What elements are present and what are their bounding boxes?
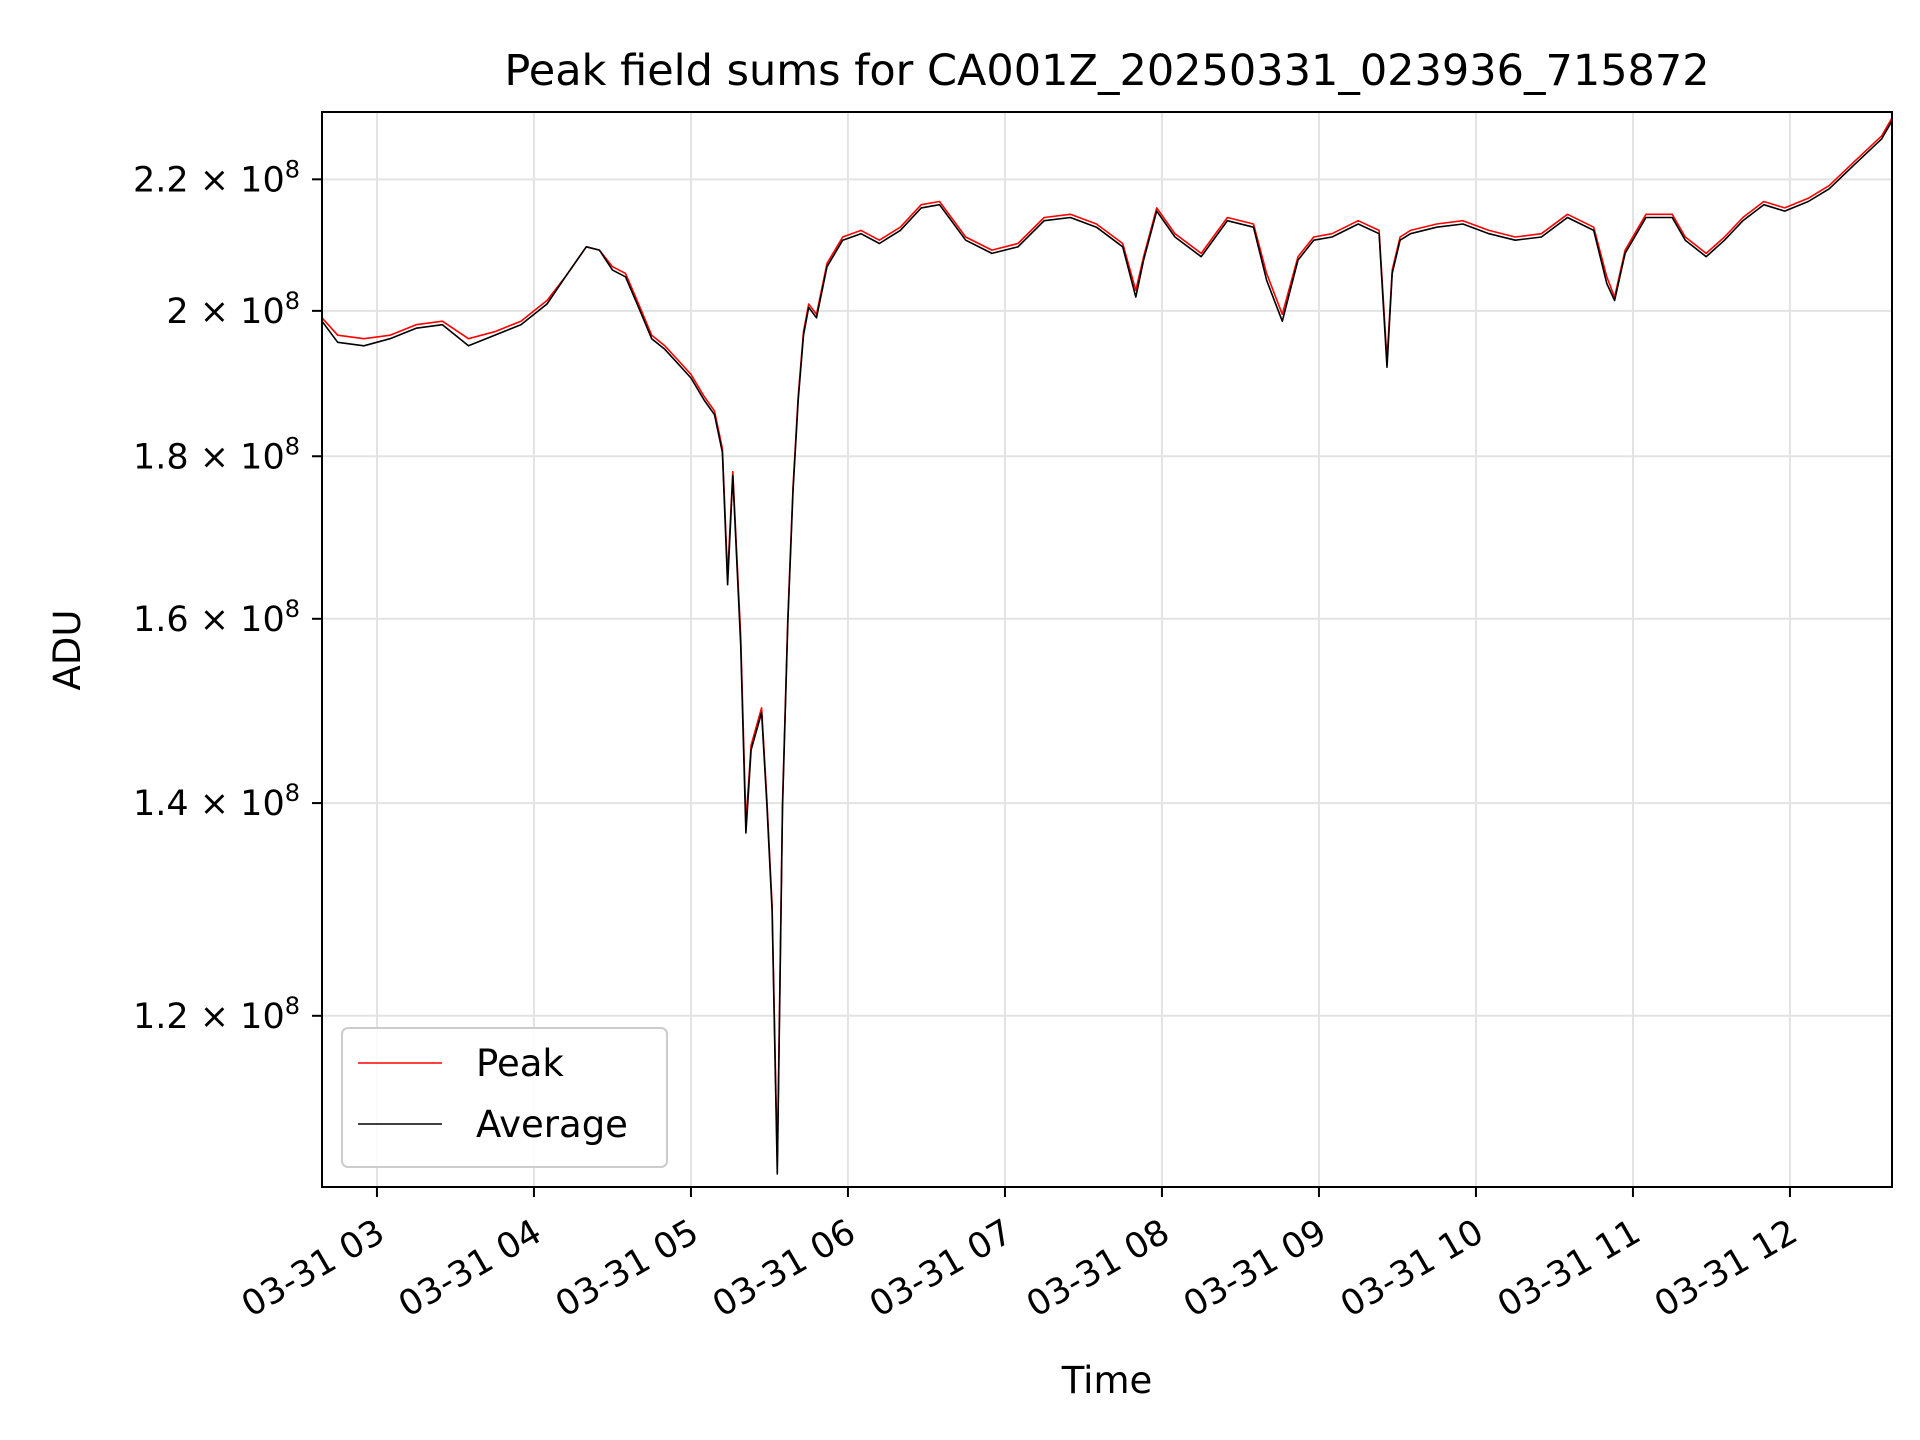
chart-title: Peak field sums for CA001Z_20250331_0239… xyxy=(504,46,1709,96)
series-lines xyxy=(321,117,1893,1175)
y-tick-label: 1.4 × 108 xyxy=(133,779,300,824)
y-axis-label: ADU xyxy=(46,610,89,691)
y-tick-label: 1.6 × 108 xyxy=(133,595,300,640)
y-tick-label: 1.2 × 108 xyxy=(133,992,300,1037)
legend: Peak Average xyxy=(341,1027,668,1168)
series-line-average xyxy=(321,120,1893,1175)
legend-label-peak: Peak xyxy=(476,1042,564,1085)
plot-area-frame xyxy=(321,111,1893,1188)
series-line-peak xyxy=(321,117,1893,1162)
legend-label-average: Average xyxy=(476,1103,628,1146)
y-tick-label: 2 × 108 xyxy=(166,287,300,332)
y-tick-label: 2.2 × 108 xyxy=(133,155,300,200)
y-tick-label: 1.8 × 108 xyxy=(133,432,300,477)
x-axis-label: Time xyxy=(1061,1359,1153,1402)
y-axis: 1.2 × 108 1.4 × 108 1.6 × 108 1.8 × 108 2 × … xyxy=(133,155,322,1037)
grid xyxy=(322,112,1892,1187)
